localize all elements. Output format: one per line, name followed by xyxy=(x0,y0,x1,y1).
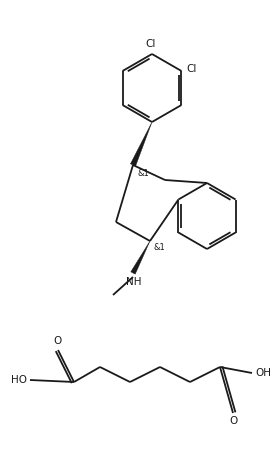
Text: Cl: Cl xyxy=(146,39,156,49)
Polygon shape xyxy=(131,122,152,166)
Text: O: O xyxy=(53,336,61,346)
Polygon shape xyxy=(131,241,150,274)
Text: HO: HO xyxy=(11,375,27,385)
Text: NH: NH xyxy=(126,277,142,287)
Text: &1: &1 xyxy=(154,243,166,252)
Text: Cl: Cl xyxy=(186,64,197,74)
Text: &1: &1 xyxy=(138,169,150,178)
Text: OH: OH xyxy=(255,368,271,378)
Text: O: O xyxy=(230,416,238,426)
